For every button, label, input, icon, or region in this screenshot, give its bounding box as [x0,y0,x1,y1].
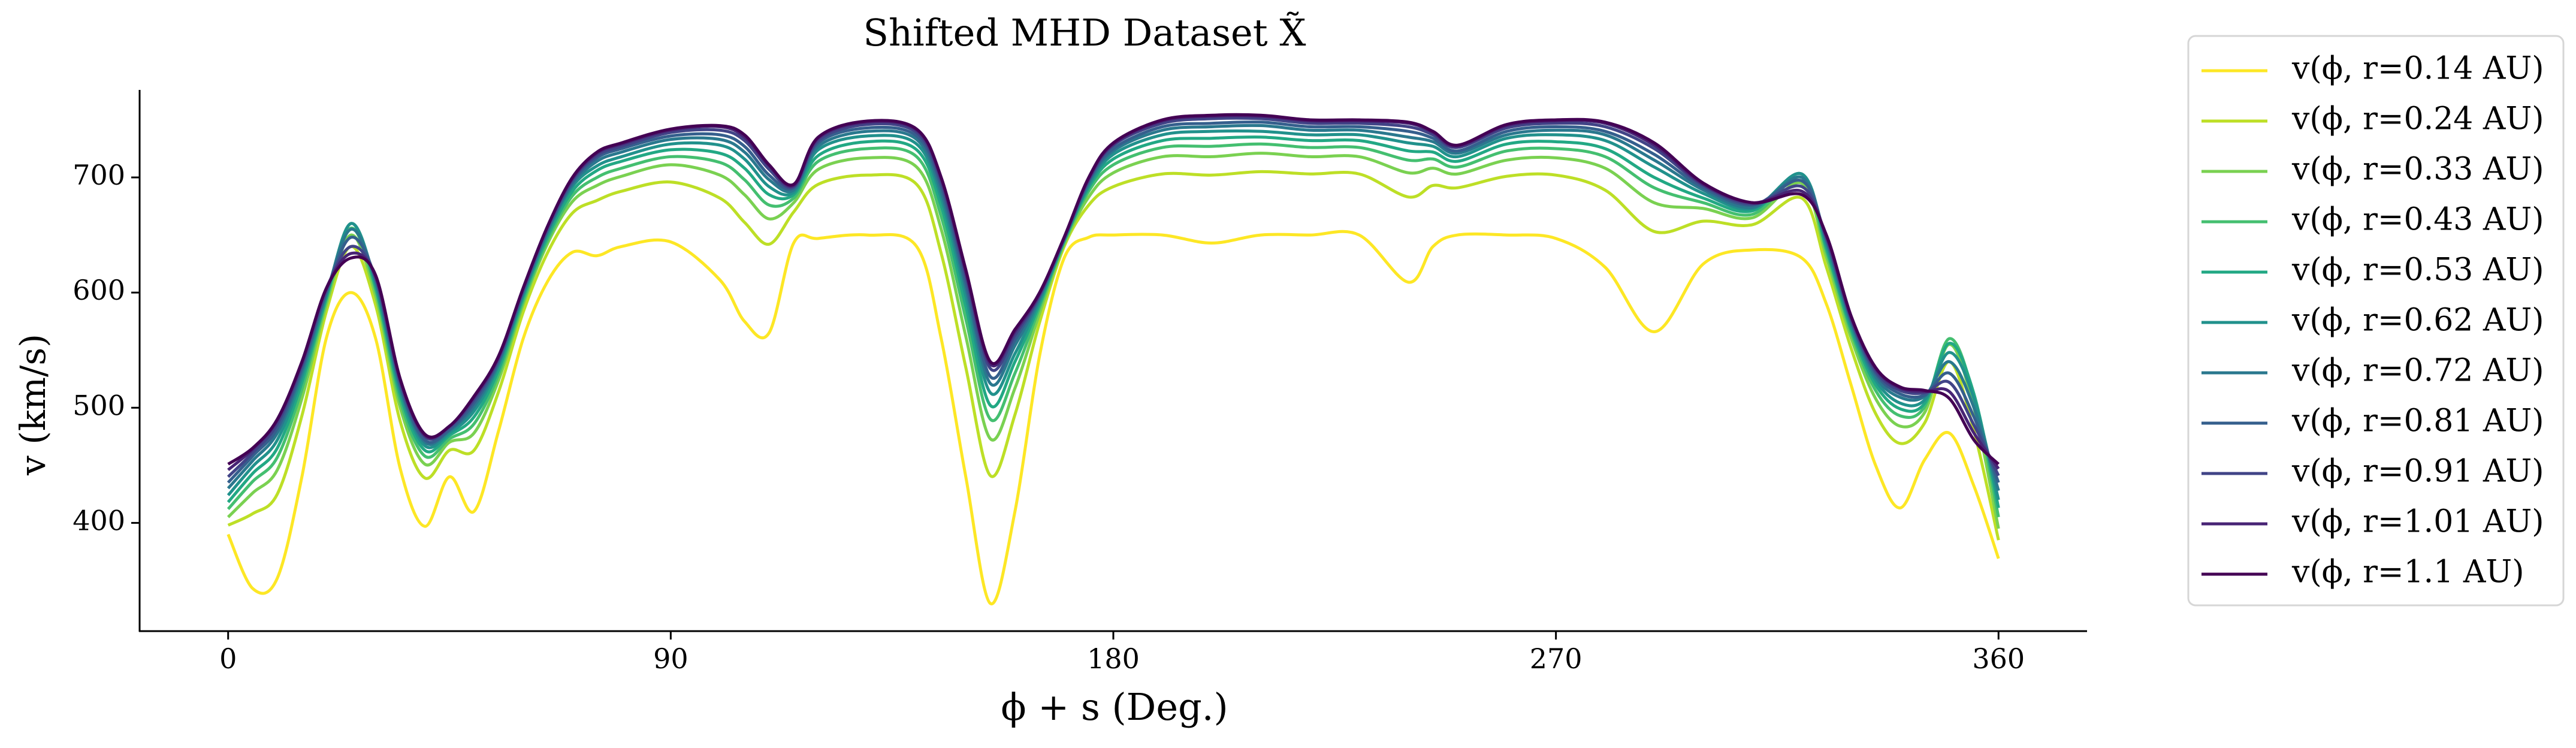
y-axis-label: v (km/s) [13,334,53,476]
data-line [227,120,2000,484]
x-tick-label: 360 [1972,643,2025,675]
x-tick-label: 90 [653,643,688,675]
legend-label: v(ϕ, r=0.14 AU) [2291,51,2544,87]
legend-label: v(ϕ, r=0.72 AU) [2291,353,2544,389]
data-line [227,113,2000,466]
data-line [227,123,2000,491]
legend-label: v(ϕ, r=0.62 AU) [2291,303,2544,339]
legend-frame [2187,35,2565,607]
legend-label: v(ϕ, r=0.91 AU) [2291,454,2544,490]
y-tick-label: 700 [73,159,125,191]
legend-label: v(ϕ, r=0.81 AU) [2291,403,2544,439]
legend-label: v(ϕ, r=1.1 AU) [2291,554,2524,590]
x-tick-label: 270 [1530,643,1583,675]
legend-label: v(ϕ, r=1.01 AU) [2291,504,2544,540]
x-tick-label: 180 [1087,643,1140,675]
data-line [227,114,2000,471]
legend-label: v(ϕ, r=0.24 AU) [2291,101,2544,137]
y-tick-label: 600 [73,274,125,306]
legend-label: v(ϕ, r=0.53 AU) [2291,252,2544,288]
x-tick-label: 0 [219,643,237,675]
legend-label: v(ϕ, r=0.33 AU) [2291,152,2544,188]
x-axis-label: ϕ + s (Deg.) [1001,685,1228,729]
data-line [227,230,2000,605]
y-tick-label: 500 [73,389,125,421]
data-line [227,170,2000,541]
y-tick-label: 400 [73,504,125,536]
legend-label: v(ϕ, r=0.43 AU) [2291,202,2544,238]
chart-title: Shifted MHD Dataset X̃ [863,11,1306,55]
